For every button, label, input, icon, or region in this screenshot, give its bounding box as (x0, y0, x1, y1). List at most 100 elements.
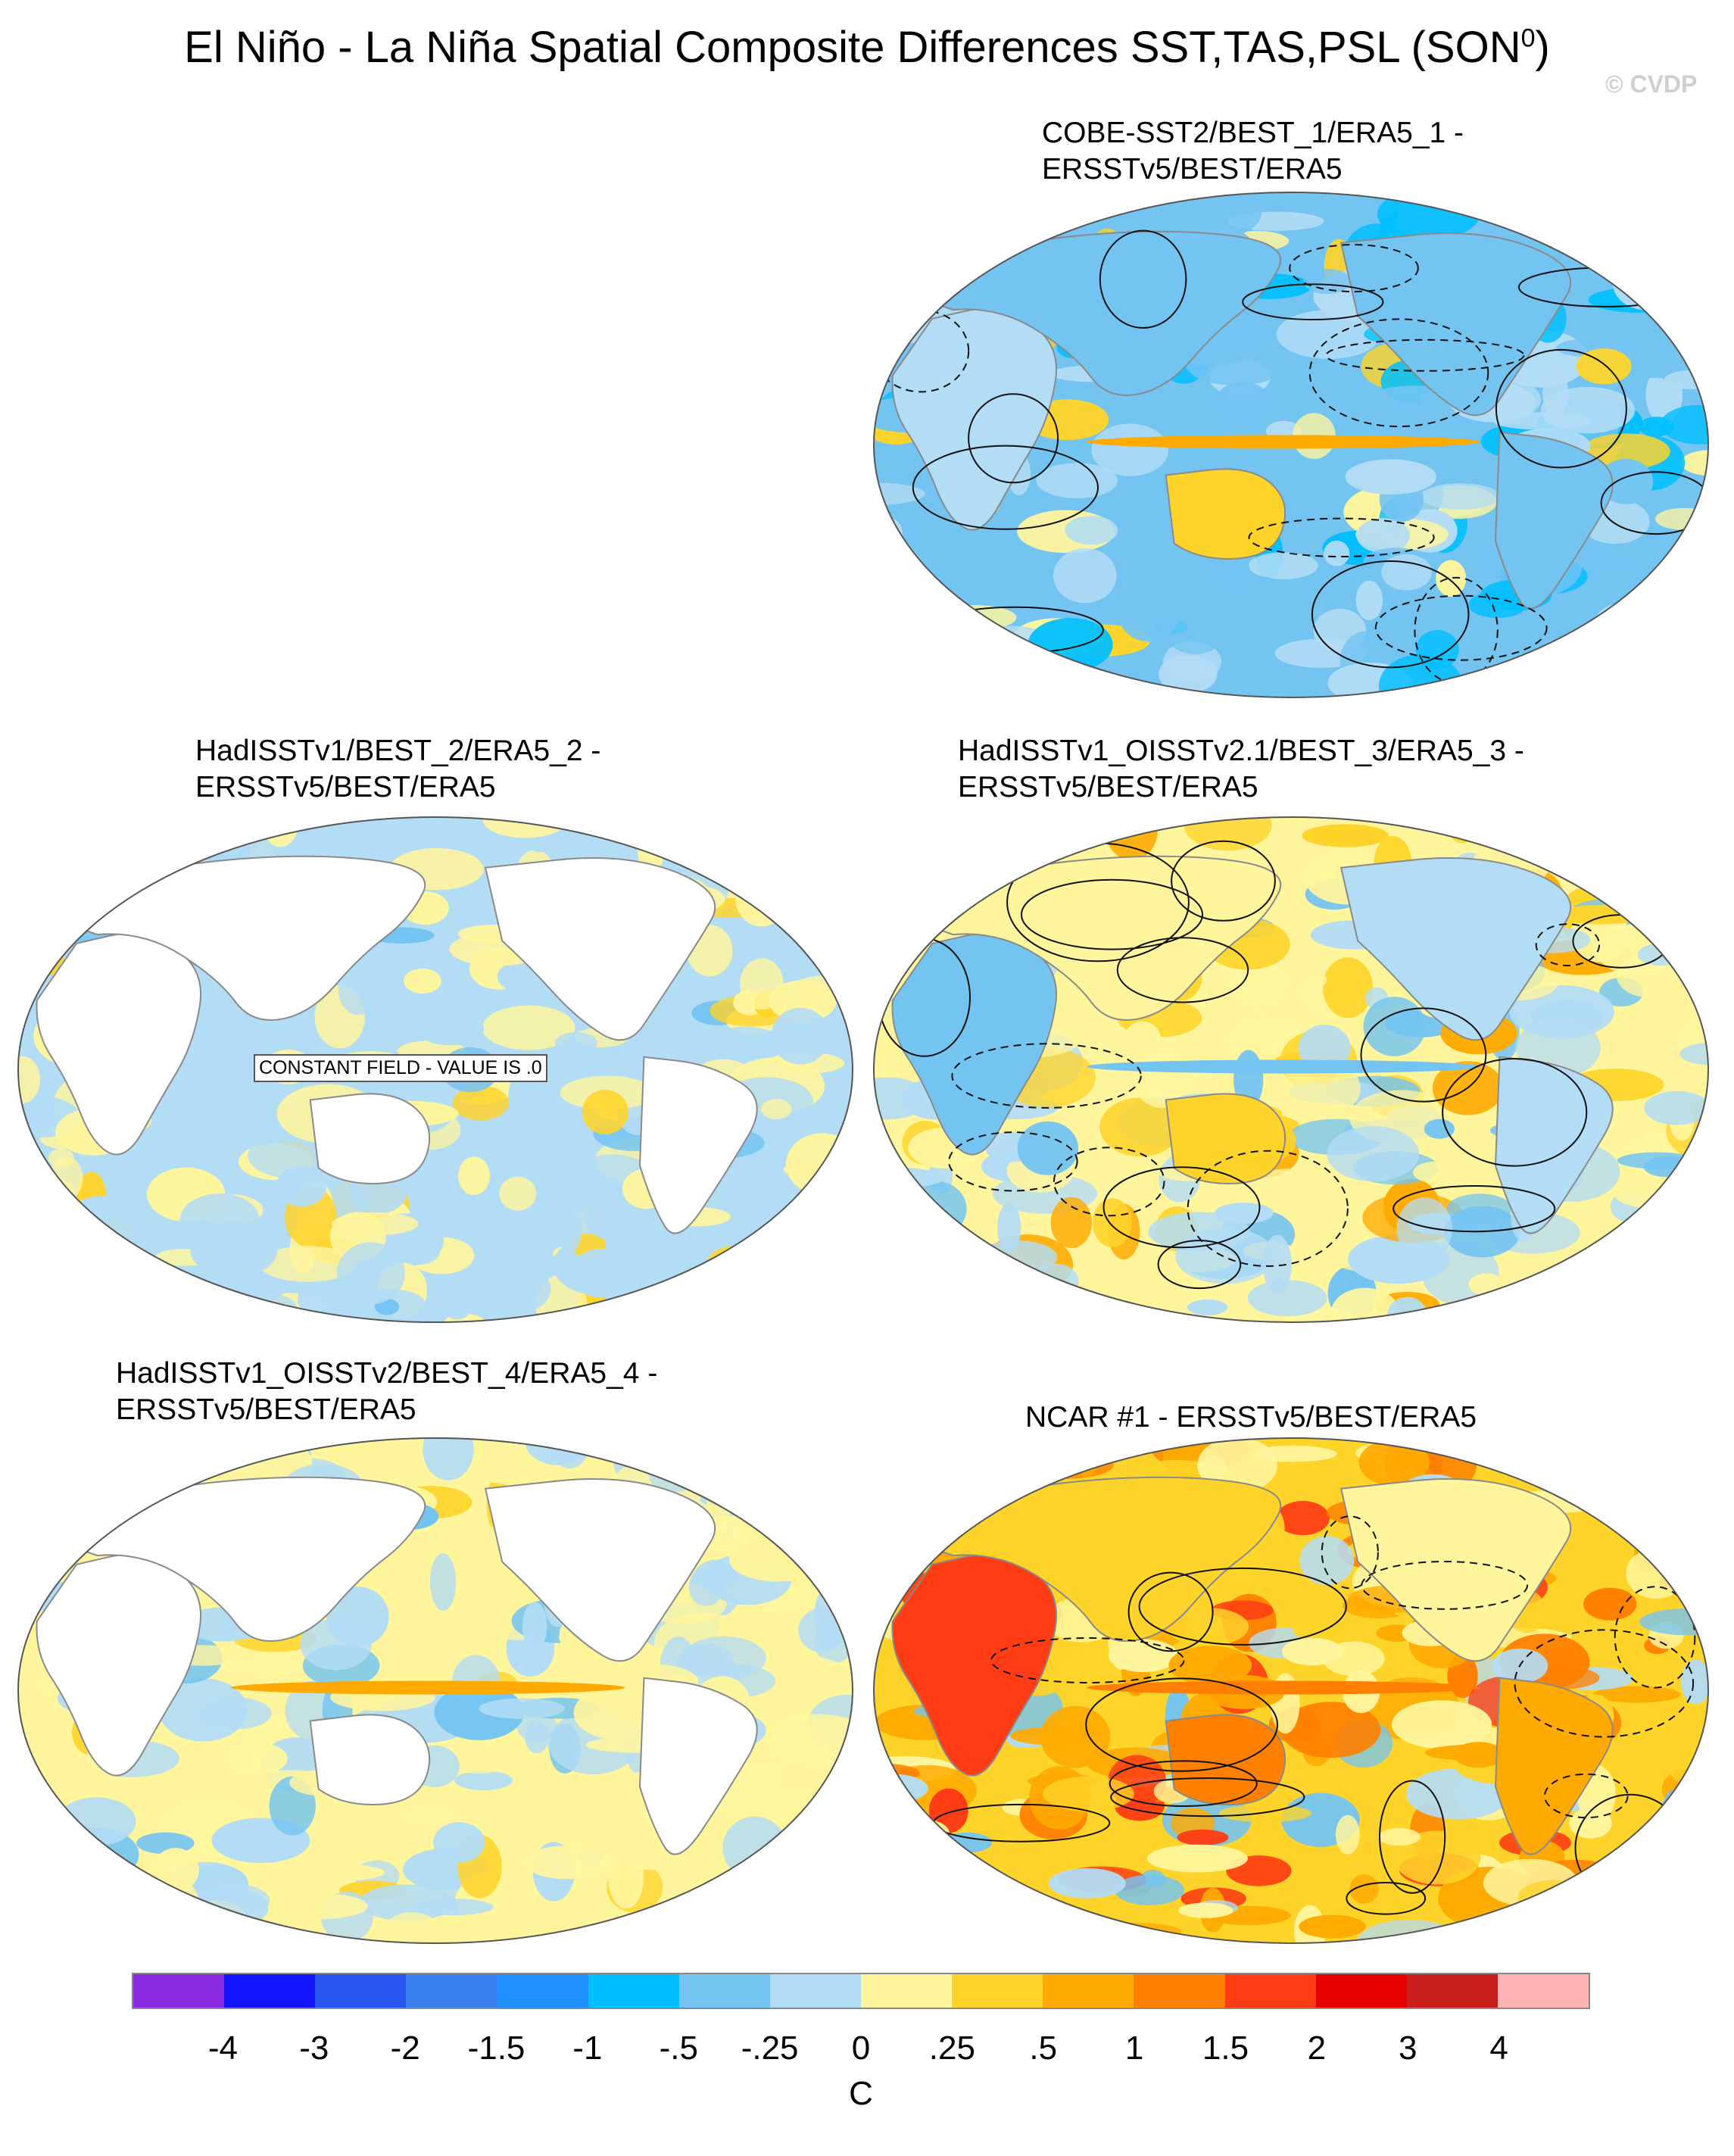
continent-outline (638, 1056, 758, 1234)
anomaly-patch (1108, 1639, 1178, 1672)
anomaly-patch (895, 237, 992, 264)
continent-outline (743, 836, 797, 890)
anomaly-patch (1345, 459, 1437, 495)
anomaly-patch (1197, 1438, 1278, 1493)
anomaly-patch (1583, 1587, 1637, 1621)
anomaly-patch (927, 1459, 1006, 1475)
anomaly-patch (761, 1099, 792, 1120)
colorbar-segment (678, 1974, 770, 2008)
anomaly-patch (1168, 1646, 1252, 1685)
anomaly-patch (1036, 463, 1118, 498)
anomaly-patch (1396, 1197, 1452, 1261)
anomaly-patch (1093, 1198, 1132, 1247)
anomaly-patch (750, 1457, 791, 1515)
anomaly-patch (1617, 1152, 1697, 1169)
psl-contour (948, 1131, 1078, 1192)
map-field-layer (874, 1438, 1708, 1943)
map-field-layer (18, 1438, 853, 1943)
anomaly-patch (1589, 1867, 1623, 1914)
anomaly-patch (258, 1246, 357, 1282)
continent-outline (484, 1478, 716, 1662)
anomaly-patch (1601, 1450, 1692, 1512)
anomaly-patch (771, 1007, 830, 1065)
anomaly-patch (276, 1166, 327, 1207)
anomaly-patch (1053, 548, 1117, 604)
continent-outline (309, 1714, 431, 1805)
anomaly-patch (373, 1438, 402, 1461)
anomaly-patch (1683, 1191, 1708, 1209)
colorbar-tick-label: -3 (299, 2030, 329, 2067)
anomaly-patch (404, 968, 441, 994)
anomaly-patch (40, 1907, 107, 1943)
anomaly-patch (18, 1527, 42, 1544)
equatorial-anomaly-band (1087, 1059, 1480, 1074)
anomaly-patch (1580, 433, 1670, 470)
anomaly-patch (939, 612, 968, 644)
anomaly-patch (1050, 1315, 1117, 1322)
anomaly-patch (884, 1799, 920, 1820)
anomaly-patch (458, 1156, 490, 1195)
anomaly-patch (809, 1197, 846, 1240)
anomaly-patch (142, 1301, 195, 1322)
anomaly-patch (1423, 817, 1491, 843)
panel-title-line: ERSSTv5/BEST/ERA5 (195, 770, 496, 803)
anomaly-patch (1381, 554, 1432, 591)
anomaly-patch (1483, 1858, 1578, 1907)
anomaly-patch (921, 647, 986, 697)
psl-contour (1157, 1240, 1242, 1290)
anomaly-patch (1043, 1776, 1134, 1811)
colorbar-tick-label: 4 (1489, 2030, 1508, 2067)
anomaly-patch (798, 1608, 844, 1652)
anomaly-patch (1666, 821, 1708, 848)
anomaly-patch (452, 1085, 509, 1121)
anomaly-patch (794, 1903, 853, 1920)
anomaly-patch (43, 878, 89, 919)
anomaly-patch (1590, 817, 1654, 851)
anomaly-patch (1633, 669, 1681, 697)
anomaly-patch (735, 869, 788, 927)
anomaly-patch (1323, 957, 1373, 1019)
anomaly-patch (692, 1438, 768, 1494)
anomaly-patch (874, 1167, 944, 1188)
anomaly-patch (796, 1859, 853, 1911)
anomaly-patch (1184, 817, 1272, 851)
anomaly-patch (911, 1438, 958, 1488)
colorbar-segment (1406, 1974, 1498, 2008)
anomaly-patch (783, 1161, 838, 1178)
anomaly-patch (766, 1477, 847, 1513)
colorbar-segment (224, 1974, 316, 2008)
anomaly-patch (874, 604, 912, 629)
anomaly-patch (903, 1181, 967, 1237)
anomaly-patch (1628, 1898, 1698, 1916)
anomaly-patch (719, 1176, 785, 1231)
colorbar-segment (861, 1974, 953, 2008)
anomaly-patch (883, 1281, 956, 1307)
anomaly-patch (33, 1498, 125, 1522)
anomaly-patch (358, 828, 424, 852)
anomaly-patch (416, 1011, 485, 1046)
anomaly-patch (1659, 1211, 1708, 1230)
anomaly-patch (524, 1846, 611, 1880)
anomaly-patch (722, 1816, 787, 1880)
anomaly-patch (1657, 293, 1708, 323)
anomaly-patch (874, 673, 927, 697)
anomaly-patch (903, 1245, 972, 1290)
anomaly-patch (670, 1438, 723, 1480)
anomaly-patch (423, 1438, 474, 1480)
anomaly-patch (608, 1846, 644, 1909)
anomaly-patch (1299, 1536, 1355, 1586)
psl-contour (1614, 1586, 1696, 1689)
anomaly-patch (201, 1697, 272, 1730)
continent-outline (743, 1457, 797, 1511)
anomaly-patch (1059, 667, 1090, 697)
anomaly-patch (522, 1602, 547, 1651)
colorbar-segment (769, 1974, 861, 2008)
psl-contour (1379, 1780, 1446, 1894)
anomaly-patch (51, 1863, 87, 1922)
colorbar-segment (952, 1974, 1043, 2008)
anomaly-patch (206, 1080, 231, 1141)
anomaly-patch (1536, 817, 1636, 875)
anomaly-patch (1135, 1460, 1218, 1480)
anomaly-patch (300, 1618, 372, 1671)
anomaly-patch (703, 1246, 761, 1299)
